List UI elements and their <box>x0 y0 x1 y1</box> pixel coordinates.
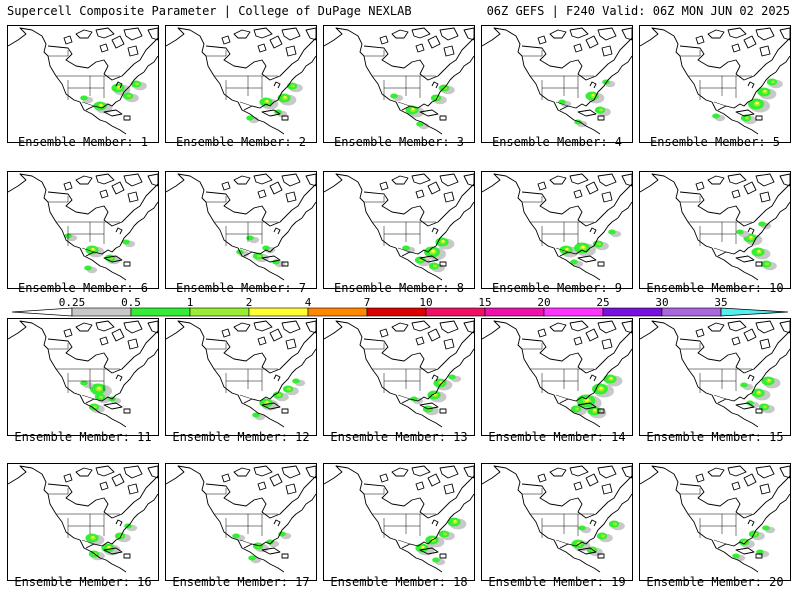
ensemble-map-panel <box>7 25 159 143</box>
ensemble-map-panel <box>323 171 475 289</box>
ensemble-map-panel <box>481 171 633 289</box>
colorbar-tick-label: 10 <box>419 296 432 309</box>
ensemble-member-label: Ensemble Member: 14 <box>488 430 626 444</box>
map-svg <box>166 465 316 573</box>
map-svg <box>640 27 790 135</box>
ensemble-member-label: Ensemble Member: 3 <box>333 135 465 149</box>
map-svg <box>8 27 158 135</box>
colorbar-tick-label: 0.25 <box>59 296 86 309</box>
ensemble-member-label: Ensemble Member: 7 <box>175 281 307 295</box>
map-svg <box>166 27 316 135</box>
ensemble-member-label: Ensemble Member: 4 <box>491 135 623 149</box>
ensemble-map-panel <box>165 25 317 143</box>
map-svg <box>482 27 632 135</box>
ensemble-member-label: Ensemble Member: 5 <box>649 135 781 149</box>
ensemble-member-label: Ensemble Member: 20 <box>646 575 784 589</box>
colorbar-tick-label: 25 <box>596 296 609 309</box>
ensemble-member-label: Ensemble Member: 8 <box>333 281 465 295</box>
ensemble-member-label: Ensemble Member: 13 <box>330 430 468 444</box>
colorbar-tick-label: 15 <box>478 296 491 309</box>
map-svg <box>640 320 790 428</box>
colorbar-tick-label: 7 <box>364 296 371 309</box>
ensemble-map-panel <box>481 318 633 436</box>
map-svg <box>640 173 790 281</box>
map-svg <box>8 465 158 573</box>
map-svg <box>324 465 474 573</box>
ensemble-member-label: Ensemble Member: 15 <box>646 430 784 444</box>
map-svg <box>8 173 158 281</box>
ensemble-member-label: Ensemble Member: 11 <box>14 430 152 444</box>
ensemble-member-label: Ensemble Member: 10 <box>646 281 784 295</box>
ensemble-map-panel <box>7 318 159 436</box>
ensemble-map-panel <box>481 25 633 143</box>
ensemble-map-panel <box>639 25 791 143</box>
ensemble-map-panel <box>323 318 475 436</box>
colorbar-legend: 0.25 0.5 1 2 4 7 10 15 20 25 30 35 <box>12 296 788 317</box>
ensemble-member-label: Ensemble Member: 12 <box>172 430 310 444</box>
colorbar-tick-label: 30 <box>655 296 668 309</box>
ensemble-map-panel <box>165 171 317 289</box>
map-svg <box>324 320 474 428</box>
map-svg <box>166 173 316 281</box>
ensemble-member-label: Ensemble Member: 17 <box>172 575 310 589</box>
ensemble-map-panel <box>481 463 633 581</box>
map-svg <box>324 27 474 135</box>
map-svg <box>166 320 316 428</box>
ensemble-member-label: Ensemble Member: 1 <box>17 135 149 149</box>
map-svg <box>8 320 158 428</box>
header-run-info: 06Z GEFS | F240 Valid: 06Z MON JUN 02 20… <box>486 4 790 18</box>
map-svg <box>482 465 632 573</box>
colorbar-tick-label: 2 <box>246 296 253 309</box>
ensemble-map-panel <box>323 463 475 581</box>
colorbar-tick-label: 4 <box>305 296 312 309</box>
colorbar-tick-label: 20 <box>537 296 550 309</box>
ensemble-map-panel <box>323 25 475 143</box>
ensemble-map-panel <box>165 318 317 436</box>
ensemble-member-label: Ensemble Member: 6 <box>17 281 149 295</box>
ensemble-member-label: Ensemble Member: 9 <box>491 281 623 295</box>
map-svg <box>482 320 632 428</box>
colorbar-tick-label: 0.5 <box>121 296 141 309</box>
map-svg <box>324 173 474 281</box>
ensemble-map-panel <box>639 463 791 581</box>
ensemble-map-panel <box>7 171 159 289</box>
colorbar-tick-label: 35 <box>714 296 727 309</box>
ensemble-member-label: Ensemble Member: 19 <box>488 575 626 589</box>
ensemble-map-panel <box>639 171 791 289</box>
colorbar-tick-label: 1 <box>187 296 194 309</box>
ensemble-map-panel <box>7 463 159 581</box>
ensemble-map-panel <box>165 463 317 581</box>
map-svg <box>640 465 790 573</box>
header-title: Supercell Composite Parameter | College … <box>7 4 412 18</box>
ensemble-map-panel <box>639 318 791 436</box>
ensemble-member-label: Ensemble Member: 16 <box>14 575 152 589</box>
ensemble-member-label: Ensemble Member: 18 <box>330 575 468 589</box>
map-svg <box>482 173 632 281</box>
ensemble-member-label: Ensemble Member: 2 <box>175 135 307 149</box>
